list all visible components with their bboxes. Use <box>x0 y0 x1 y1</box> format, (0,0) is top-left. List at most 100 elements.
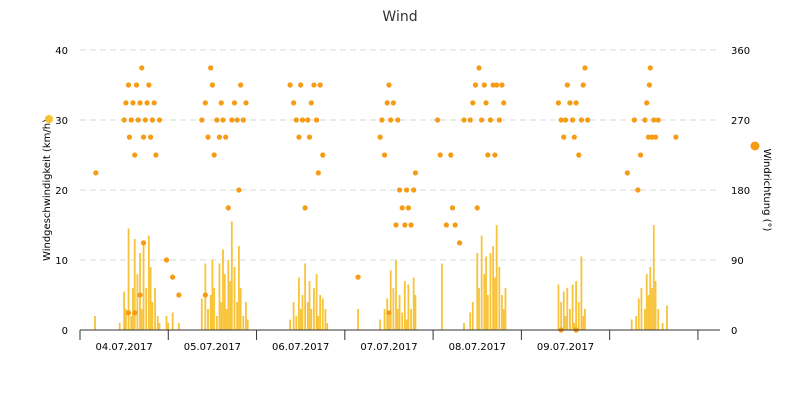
direction-dot <box>220 117 226 123</box>
y-right-tick-label: 270 <box>731 116 750 127</box>
direction-dot <box>492 152 498 158</box>
speed-bar <box>573 323 576 330</box>
speed-bar <box>242 316 245 330</box>
speed-bar <box>319 295 322 330</box>
speed-bar <box>647 295 650 330</box>
y-left-tick-label: 30 <box>55 116 68 127</box>
speed-bar <box>177 323 180 330</box>
speed-bar <box>94 316 96 330</box>
direction-dot <box>411 187 417 193</box>
direction-dot <box>443 222 449 228</box>
direction-dot <box>317 82 323 88</box>
speed-bar <box>245 302 247 330</box>
direction-dot <box>153 152 159 158</box>
y-right-tick-label: 180 <box>731 186 750 197</box>
speed-bar <box>315 274 318 330</box>
direction-dot <box>126 134 133 140</box>
speed-bar <box>209 295 212 330</box>
speed-bar <box>165 316 168 330</box>
speed-bar <box>236 302 239 330</box>
speed-bar <box>156 316 159 330</box>
direction-dot <box>240 117 246 123</box>
speed-bar <box>410 309 412 330</box>
y-left-axis-title: Windgeschwindigkeit (km/h) <box>42 119 53 261</box>
direction-dot <box>582 65 588 71</box>
direction-dot <box>293 117 299 123</box>
y-right-tick-label: 90 <box>731 256 744 267</box>
direction-dot <box>211 152 217 158</box>
direction-dot <box>302 205 308 211</box>
speed-bar <box>654 281 657 330</box>
speed-bar <box>171 312 174 330</box>
direction-dot <box>571 134 577 140</box>
direction-dot <box>567 100 573 106</box>
speed-bar <box>392 288 395 330</box>
speed-bar <box>560 302 563 330</box>
speed-bar <box>118 323 121 330</box>
direction-dot <box>234 117 240 123</box>
direction-dot <box>140 240 147 246</box>
direction-dot <box>555 100 562 106</box>
speed-bar <box>389 270 392 330</box>
direction-dot <box>139 65 145 71</box>
speed-bar <box>501 295 503 330</box>
direction-dot <box>578 117 585 123</box>
direction-dot <box>163 257 170 263</box>
x-tick-label: 08.07.2017 <box>449 342 506 353</box>
grid-lines <box>80 49 720 261</box>
speed-bar <box>308 281 311 330</box>
speed-bar <box>310 309 313 330</box>
speed-bar <box>239 288 242 330</box>
speed-bar <box>200 298 203 330</box>
direction-dot <box>456 240 463 246</box>
direction-dot <box>452 222 458 228</box>
direction-dot <box>412 170 419 176</box>
speed-bar <box>492 246 495 330</box>
direction-dot <box>487 117 494 123</box>
direction-dot <box>128 117 134 123</box>
chart-title: Wind <box>382 9 417 25</box>
direction-dot <box>214 117 220 123</box>
direction-dot <box>296 134 302 140</box>
direction-dot <box>238 82 244 88</box>
direction-dot <box>384 100 390 106</box>
direction-dot <box>564 82 570 88</box>
x-tick-label: 04.07.2017 <box>96 342 153 353</box>
direction-dot <box>624 170 630 176</box>
speed-bar <box>225 309 228 330</box>
y-right-tick-label: 0 <box>731 326 737 337</box>
speed-bar <box>167 323 170 330</box>
speed-bar <box>644 309 646 330</box>
y-left-axis-ticks: 0 10 20 30 40 <box>55 46 68 337</box>
direction-dot <box>202 292 208 298</box>
direction-dot <box>396 187 403 193</box>
speed-bar <box>489 253 492 330</box>
direction-dot <box>144 100 150 106</box>
y-left-tick-label: 40 <box>55 46 68 57</box>
direction-dot <box>673 134 679 140</box>
speed-bar <box>640 288 643 330</box>
speed-bar <box>388 316 390 330</box>
direction-dot <box>408 222 414 228</box>
speed-bar <box>321 298 324 330</box>
speed-bar <box>564 316 567 330</box>
speed-bar <box>357 309 359 330</box>
speed-bar <box>414 295 417 330</box>
speed-bar <box>396 309 399 330</box>
speed-bar <box>569 309 571 330</box>
speed-bar <box>213 288 216 330</box>
speed-bar <box>571 284 574 330</box>
speed-bar <box>218 263 221 330</box>
direction-dot <box>561 134 567 140</box>
direction-dot <box>146 82 152 88</box>
direction-dot <box>149 117 155 123</box>
direction-dot <box>476 65 482 71</box>
direction-dot <box>562 117 569 123</box>
direction-dot <box>140 134 147 140</box>
speed-bar <box>471 302 474 330</box>
direction-dot <box>461 117 467 123</box>
direction-dot <box>205 134 211 140</box>
y-right-axis-title: Windrichtung (°) <box>761 149 772 232</box>
direction-dot <box>404 187 410 193</box>
speed-bar <box>637 298 640 330</box>
